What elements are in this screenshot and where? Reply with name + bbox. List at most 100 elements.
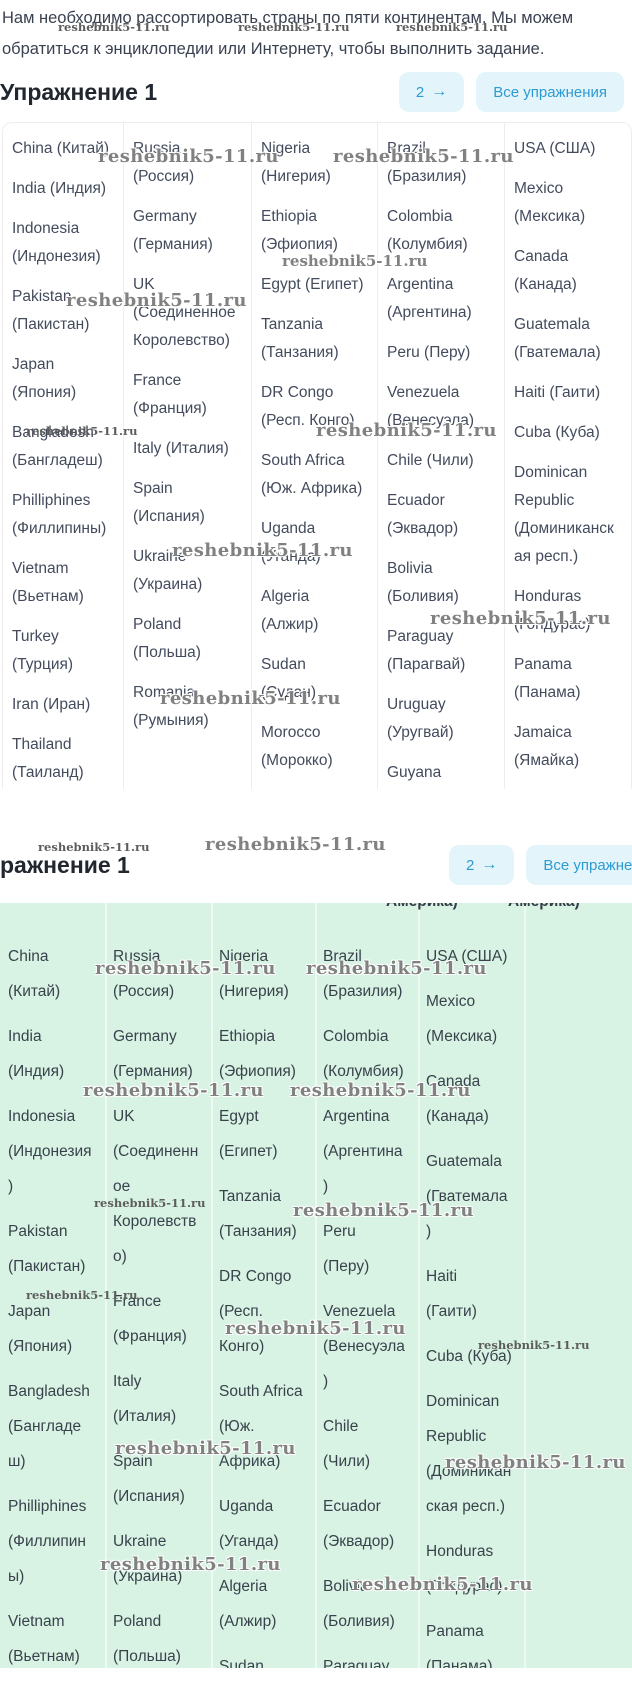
continent-column: USA (США) Mexico (Мексика) Canada (Канада)… — [505, 123, 631, 789]
country-entry: Poland (Польша) — [113, 1613, 181, 1665]
site-watermark: reshebnik5-11.ru — [26, 1288, 138, 1302]
country-entry: Poland (Польша) — [133, 616, 201, 661]
country-entry: Jamaica (Ямайка) — [514, 724, 580, 769]
country-entry: Algeria (Алжир) — [219, 1578, 277, 1630]
all-exercises-button[interactable]: Все упражнения — [476, 72, 624, 112]
country-entry: Brazil (Бразилия) — [387, 140, 467, 185]
country-entry: France (Франция) — [133, 372, 207, 417]
country-entry: Bangladesh (Бангладеш) — [12, 424, 103, 469]
next-exercise-page-button[interactable]: 2 → — [449, 845, 515, 885]
continent-header-clipped: Америка) — [508, 903, 580, 917]
next-exercise-page-button[interactable]: 2 → — [398, 72, 465, 112]
site-watermark: reshebnik5-11.ru — [282, 252, 428, 270]
column-separator — [105, 903, 107, 1668]
page-number: 2 — [415, 83, 425, 101]
country-entry: Argentina (Аргентина) — [387, 276, 472, 321]
country-entry: Colombia (Колумбия) — [323, 1028, 404, 1080]
site-watermark: reshebnik5-11.ru — [352, 1574, 533, 1595]
country-entry: Venezuela (Венесуэла) — [387, 384, 475, 429]
country-entry: Spain (Испания) — [113, 1453, 185, 1505]
country-entry: Sudan (Судан) — [261, 656, 316, 701]
all-exercises-button[interactable]: Все упражнени — [526, 845, 632, 885]
country-entry: Nigeria (Нигерия) — [261, 140, 331, 185]
country-entry: Guatemala (Гватемала) — [514, 316, 601, 361]
country-entry: China (Китай) — [12, 140, 110, 157]
continent-header-clipped: Америка) — [386, 903, 458, 917]
country-entry: Ecuador (Эквадор) — [387, 492, 459, 537]
continent-column: USA (США) Mexico (Мексика) Canada (Канада)… — [418, 939, 524, 1668]
country-entry: Guatemala (Гватемала) — [426, 1153, 508, 1240]
site-watermark: reshebnik5-11.ru — [94, 1196, 206, 1210]
country-entry: Ecuador (Эквадор) — [323, 1498, 395, 1550]
exercise-title-clipped: ражнение 1 — [0, 852, 130, 878]
site-watermark: reshebnik5-11.ru — [58, 20, 170, 34]
country-entry: Egypt (Египет) — [219, 1108, 278, 1160]
site-watermark: reshebnik5-11.ru — [290, 1080, 471, 1101]
country-entry: Ethiopia (Эфиопия) — [219, 1028, 296, 1080]
country-entry: Canada (Канада) — [426, 1073, 489, 1125]
site-watermark: reshebnik5-11.ru — [95, 958, 276, 979]
site-watermark: reshebnik5-11.ru — [238, 20, 350, 34]
site-watermark: reshebnik5-11.ru — [333, 146, 514, 167]
column-separator — [524, 903, 526, 1668]
country-entry: Haiti (Гаити) — [514, 384, 601, 401]
country-entry: Romania (Румыния) — [133, 684, 209, 729]
exercise-nav-buttons: 2 → Все упражнени — [449, 845, 632, 885]
country-entry: Panama (Панама) — [514, 656, 581, 701]
exercise-1-header: Упражнение 1 2 → Все упражнения — [0, 72, 632, 112]
country-entry: India (Индия) — [8, 1028, 65, 1080]
site-watermark: reshebnik5-11.ru — [478, 1338, 590, 1352]
country-entry: UK (Соединенное Королевство) — [113, 1108, 199, 1265]
country-entry: Bolivia (Боливия) — [323, 1578, 395, 1630]
continent-column: China (Китай) India (Индия) Indonesia (Инд… — [3, 123, 124, 789]
country-entry: Germany (Германия) — [113, 1028, 193, 1080]
country-entry: Paraguay (Парагвай) — [323, 1658, 390, 1668]
site-watermark: reshebnik5-11.ru — [172, 540, 353, 561]
country-entry: Germany (Германия) — [133, 208, 213, 253]
country-entry: Dominican Republic (Доминиканская респ.) — [426, 1393, 512, 1515]
site-watermark: reshebnik5-11.ru — [430, 608, 611, 629]
page-number: 2 — [466, 856, 475, 874]
country-entry: Mexico (Мексика) — [426, 993, 498, 1045]
country-entry: Egypt (Египет) — [261, 276, 364, 293]
country-entry: Brazil (Бразилия) — [323, 948, 403, 1000]
country-entry: Uganda (Уганда) — [219, 1498, 279, 1550]
site-watermark: reshebnik5-11.ru — [445, 1452, 626, 1473]
country-entry: Vietnam (Вьетнам) — [12, 560, 84, 605]
country-entry: Spain (Испания) — [133, 480, 205, 525]
country-entry: Paraguay (Парагвай) — [387, 628, 466, 673]
country-entry: Sudan (Судан) — [219, 1658, 264, 1668]
country-entry: Angola — [261, 787, 365, 789]
country-entry: Japan (Япония) — [12, 356, 77, 401]
site-watermark: reshebnik5-11.ru — [205, 834, 386, 855]
site-watermark: reshebnik5-11.ru — [38, 840, 150, 854]
site-watermark: reshebnik5-11.ru — [26, 424, 138, 438]
site-watermark: reshebnik5-11.ru — [115, 1438, 296, 1459]
country-entry: Haiti (Гаити) — [426, 1268, 477, 1320]
site-watermark: reshebnik5-11.ru — [83, 1080, 264, 1101]
country-entry: UK (Соединенное Королевство) — [133, 276, 236, 349]
site-watermark: reshebnik5-11.ru — [316, 420, 497, 441]
country-entry: Algeria (Алжир) — [261, 588, 319, 633]
country-entry: Venezuela (Венесуэла) — [323, 1303, 405, 1390]
country-entry: Canada (Канада) — [514, 248, 577, 293]
continents-answer-table: Америка) Америка) China (Китай) India (Инд… — [0, 903, 632, 1668]
country-entry: Morocco (Морокко) — [261, 724, 333, 769]
arrow-right-icon: → — [481, 856, 498, 873]
country-entry: Indonesia (Индонезия) — [8, 1108, 92, 1195]
site-watermark: reshebnik5-11.ru — [98, 146, 279, 167]
site-watermark: reshebnik5-11.ru — [293, 1200, 474, 1221]
task-intro-text: Нам необходимо рассортировать страны по … — [2, 9, 574, 58]
continent-column: Nigeria (Нигерия) Ethiopia (Эфиопия) Egypt… — [252, 123, 378, 789]
column-separator — [315, 903, 317, 1668]
country-entry: Thailand (Таиланд) — [12, 736, 84, 781]
country-entry: Tanzania (Танзания) — [261, 316, 339, 361]
country-entry: USA (США) — [426, 948, 508, 965]
site-watermark: reshebnik5-11.ru — [396, 20, 508, 34]
country-entry: Guyana — [387, 764, 442, 781]
country-entry: Colombia (Колумбия) — [387, 208, 468, 253]
site-watermark: reshebnik5-11.ru — [225, 1318, 406, 1339]
continent-column: China (Китай) India (Индия) Indonesia (Инд… — [0, 939, 105, 1668]
exercise-nav-buttons: 2 → Все упражнения — [398, 72, 624, 112]
